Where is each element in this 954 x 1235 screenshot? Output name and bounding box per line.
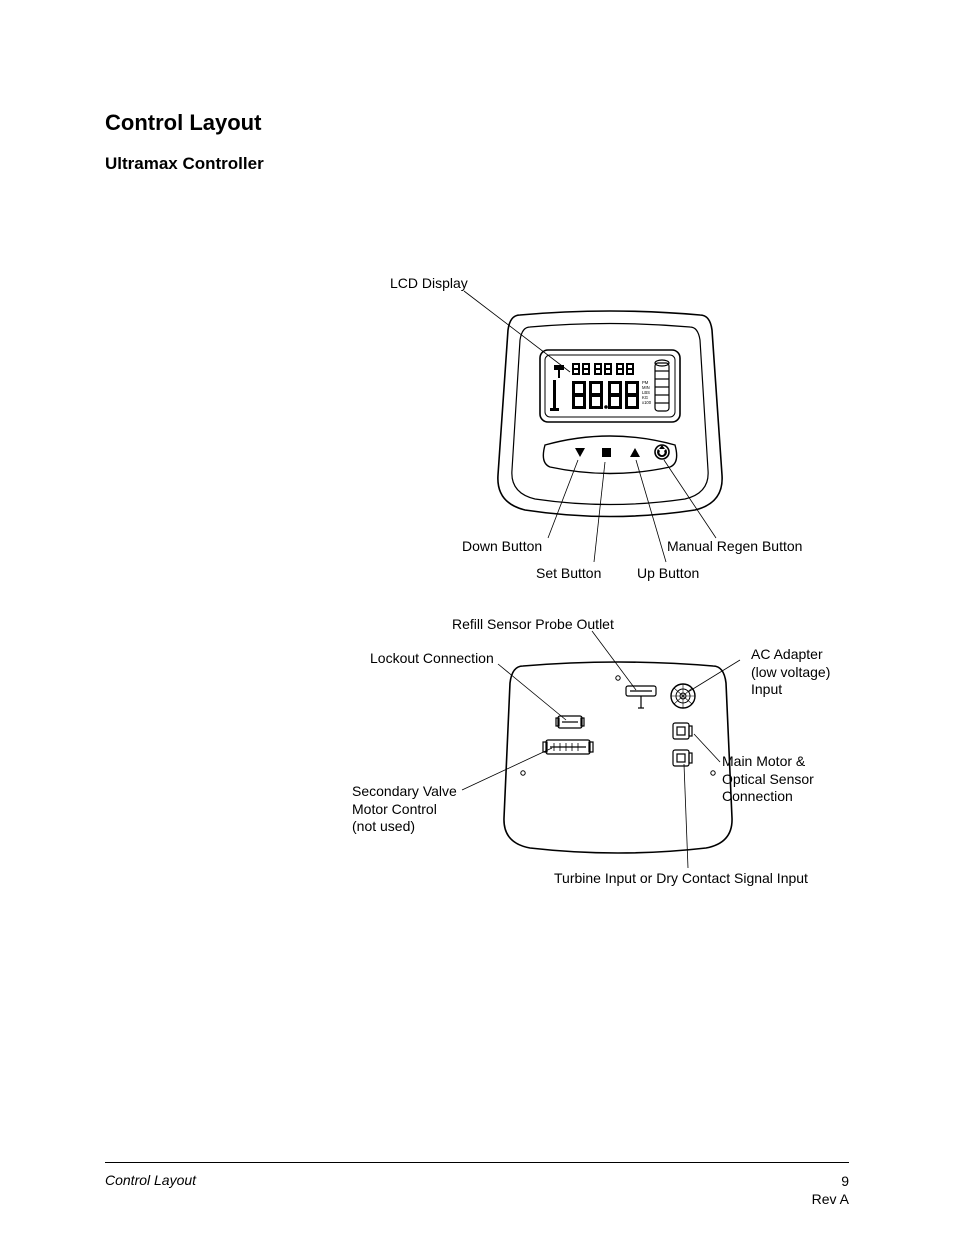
- label-secondary-valve: Secondary Valve Motor Control (not used): [352, 783, 482, 836]
- label-ac-line2: (low voltage): [751, 664, 830, 680]
- footer-revision: Rev A: [812, 1191, 849, 1207]
- label-secondary-line3: (not used): [352, 818, 415, 834]
- footer-section-title: Control Layout: [105, 1172, 196, 1188]
- label-secondary-line2: Motor Control: [352, 801, 437, 817]
- label-main-motor: Main Motor & Optical Sensor Connection: [722, 753, 842, 806]
- label-refill-sensor: Refill Sensor Probe Outlet: [452, 616, 614, 632]
- label-motor-line1: Main Motor &: [722, 753, 805, 769]
- label-ac-line3: Input: [751, 681, 782, 697]
- footer-rule: [105, 1162, 849, 1163]
- label-secondary-line1: Secondary Valve: [352, 783, 457, 799]
- footer-page-info: 9 Rev A: [812, 1172, 849, 1208]
- label-motor-line2: Optical Sensor: [722, 771, 814, 787]
- label-ac-line1: AC Adapter: [751, 646, 823, 662]
- footer-page-number: 9: [841, 1173, 849, 1189]
- label-turbine-input: Turbine Input or Dry Contact Signal Inpu…: [554, 870, 808, 886]
- label-ac-adapter: AC Adapter (low voltage) Input: [751, 646, 861, 699]
- label-motor-line3: Connection: [722, 788, 793, 804]
- label-lockout: Lockout Connection: [370, 650, 494, 666]
